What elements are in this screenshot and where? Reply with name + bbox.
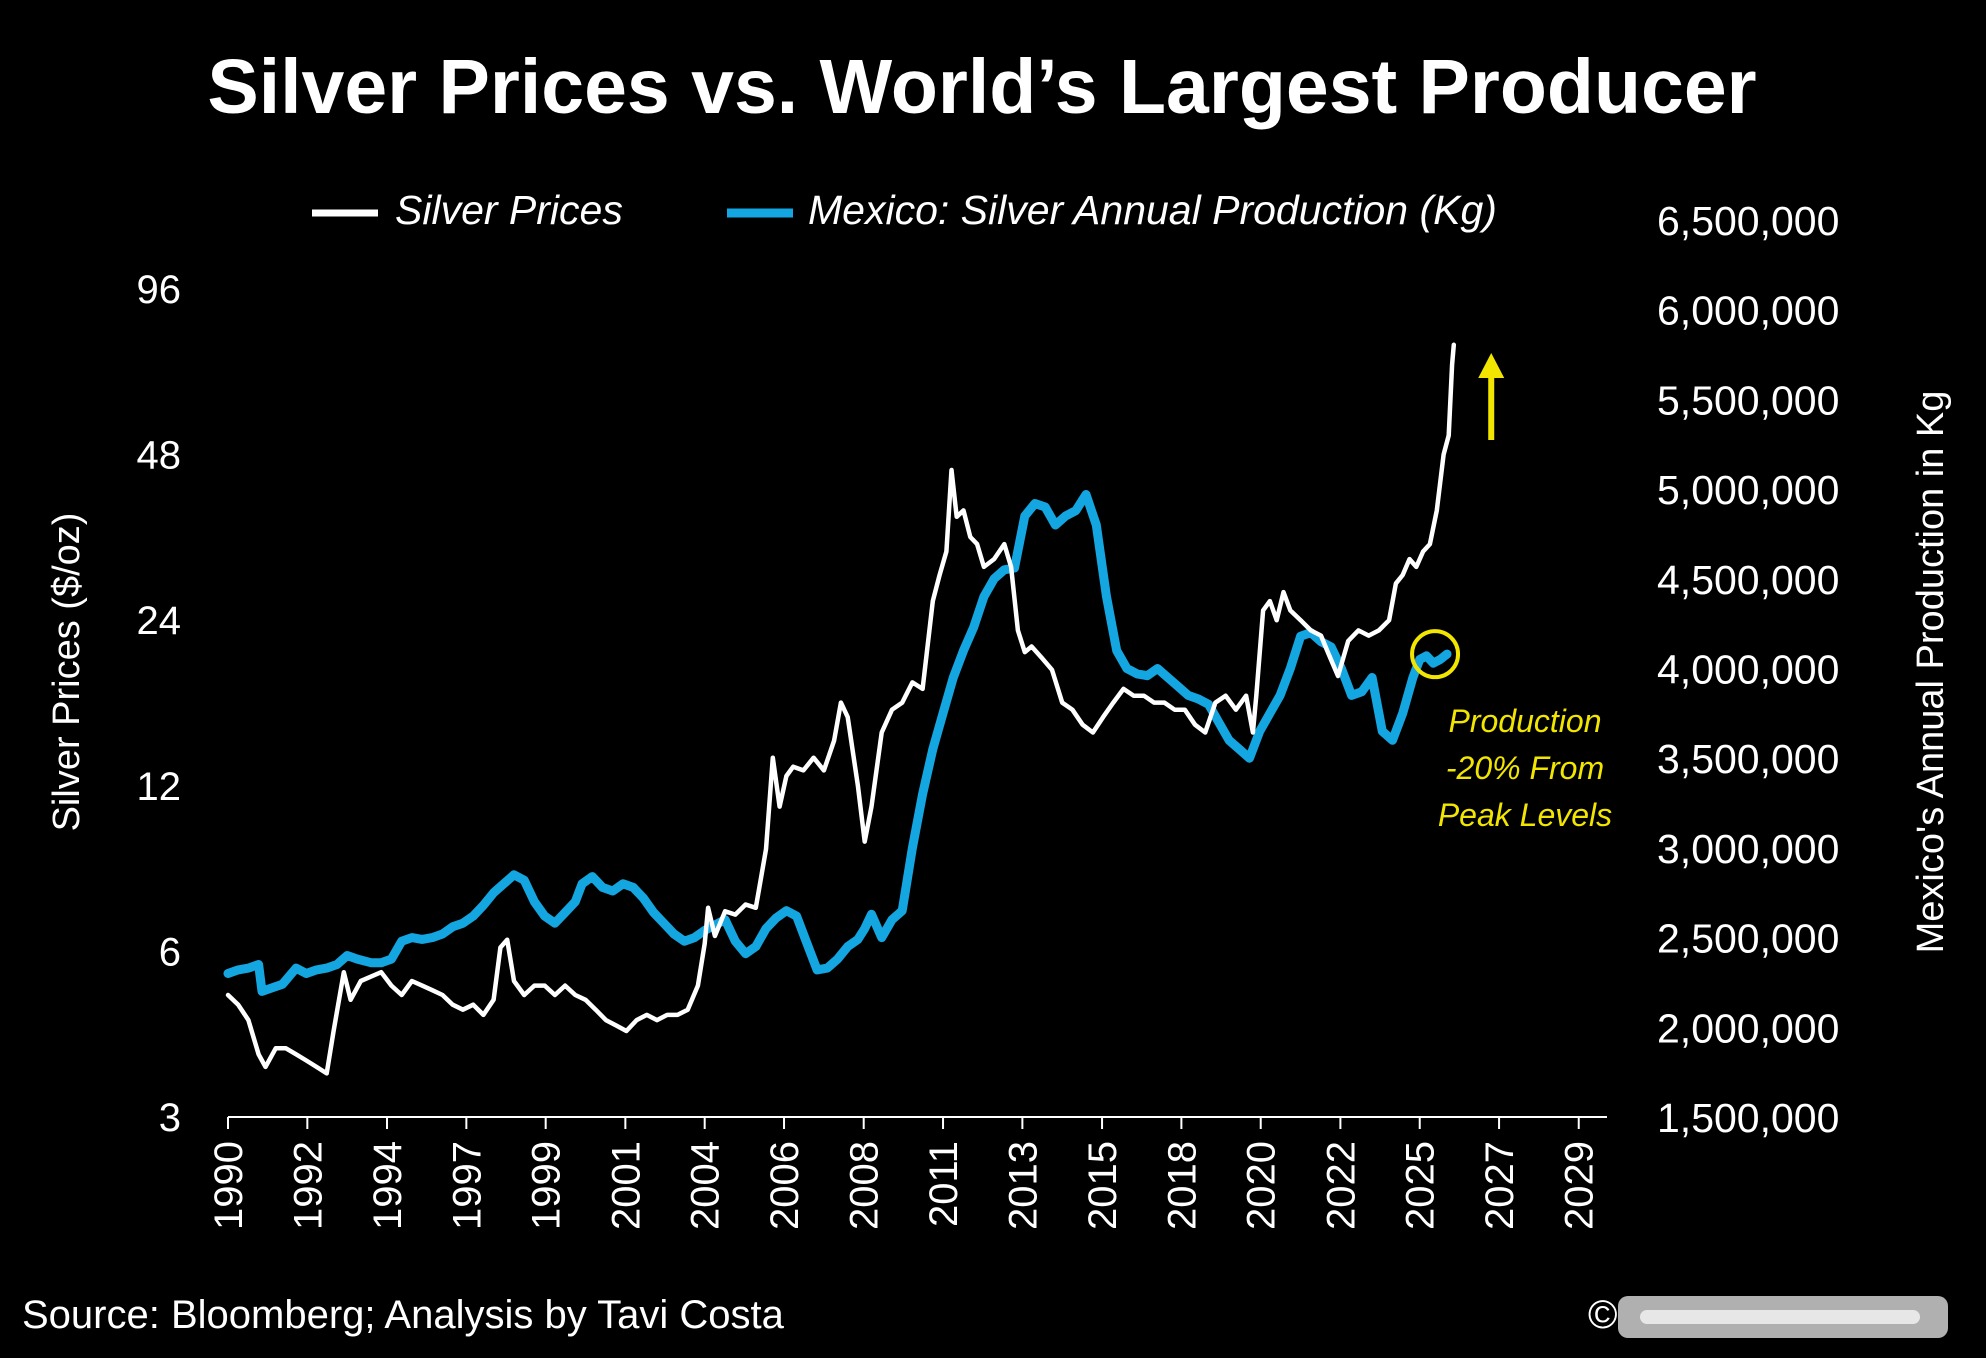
x-tick-label: 2006 xyxy=(763,1141,807,1230)
x-tick-label: 1999 xyxy=(525,1141,569,1230)
left-axis-ticks: 3 6 12 24 48 96 xyxy=(137,268,182,1140)
left-tick-label: 24 xyxy=(137,599,182,643)
right-tick-label: 4,000,000 xyxy=(1657,647,1839,693)
series-layer xyxy=(223,342,1457,1076)
x-tick-label: 2027 xyxy=(1478,1141,1522,1230)
right-tick-label: 5,500,000 xyxy=(1657,377,1839,423)
x-tick-label: 2029 xyxy=(1558,1141,1602,1230)
highlight-circle xyxy=(1410,629,1461,680)
right-axis-ticks: 1,500,000 2,000,000 2,500,000 3,000,000 3,50… xyxy=(1657,198,1839,1141)
series-line-mexico-production xyxy=(223,490,1452,996)
right-tick-label: 5,000,000 xyxy=(1657,467,1839,513)
left-tick-label: 12 xyxy=(137,765,182,809)
left-tick-label: 6 xyxy=(159,930,181,974)
x-tick-label: 2013 xyxy=(1001,1141,1045,1230)
annotation-text-line: Peak Levels xyxy=(1438,797,1612,833)
series-line-silver-prices xyxy=(225,342,1457,1076)
legend-label-production: Mexico: Silver Annual Production (Kg) xyxy=(808,187,1497,233)
x-tick-label: 2008 xyxy=(843,1141,887,1230)
up-arrow-icon xyxy=(1478,353,1505,378)
legend-label-silver: Silver Prices xyxy=(395,187,623,233)
left-axis-title: Silver Prices ($/oz) xyxy=(46,513,88,832)
copyright-symbol: © xyxy=(1588,1293,1617,1337)
right-tick-label: 6,000,000 xyxy=(1657,288,1839,334)
right-tick-label: 1,500,000 xyxy=(1657,1095,1839,1141)
left-tick-label: 96 xyxy=(137,268,182,312)
right-tick-label: 2,500,000 xyxy=(1657,916,1839,962)
chart-title: Silver Prices vs. World’s Largest Produc… xyxy=(207,44,1756,130)
x-tick-label: 1997 xyxy=(445,1141,489,1230)
x-tick-label: 2025 xyxy=(1399,1141,1443,1230)
right-tick-label: 3,500,000 xyxy=(1657,736,1839,782)
right-tick-label: 4,500,000 xyxy=(1657,557,1839,603)
right-tick-label: 6,500,000 xyxy=(1657,198,1839,244)
x-tick-label: 2015 xyxy=(1081,1141,1125,1230)
left-tick-label: 48 xyxy=(137,434,182,478)
source-note: Source: Bloomberg; Analysis by Tavi Cost… xyxy=(22,1293,785,1337)
x-tick-label: 2020 xyxy=(1240,1141,1284,1230)
right-tick-label: 2,000,000 xyxy=(1657,1005,1839,1051)
x-tick-label: 2001 xyxy=(604,1141,648,1230)
x-tick-label: 2011 xyxy=(922,1141,966,1227)
annotation-text-line: -20% From xyxy=(1446,750,1604,786)
x-tick-label: 1992 xyxy=(286,1141,330,1230)
x-tick-label: 1990 xyxy=(207,1141,251,1230)
right-axis-title: Mexico's Annual Production in Kg xyxy=(1910,391,1952,954)
annotation-text-line: Production xyxy=(1449,703,1602,739)
x-tick-label: 2022 xyxy=(1319,1141,1363,1230)
x-tick-label: 2004 xyxy=(684,1141,728,1230)
watermark xyxy=(1618,1296,1948,1338)
x-tick-label: 1994 xyxy=(366,1141,410,1230)
annotations-layer: Production -20% From Peak Levels xyxy=(1410,353,1612,833)
left-tick-label: 3 xyxy=(159,1096,181,1140)
x-axis: 1990 1992 1994 1997 1999 2001 2004 2006 2008 2011… xyxy=(207,1116,1607,1230)
right-tick-label: 3,000,000 xyxy=(1657,826,1839,872)
x-tick-label: 2018 xyxy=(1160,1141,1204,1230)
